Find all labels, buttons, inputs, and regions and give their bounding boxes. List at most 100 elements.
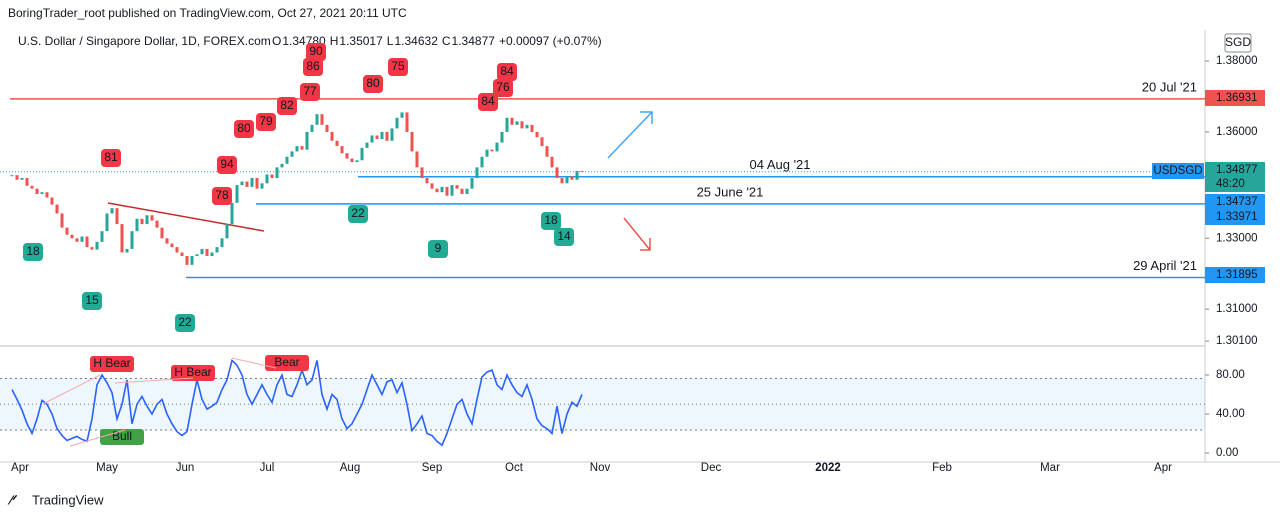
candle — [100, 231, 104, 242]
time-label: Aug — [340, 462, 360, 474]
last-symbol-box — [1152, 163, 1204, 179]
candle — [530, 124, 534, 132]
up-arrow — [607, 111, 653, 159]
red-tag-text: 90 — [309, 44, 323, 58]
red-tag-box — [300, 83, 320, 101]
ohlc-key: O — [272, 34, 281, 48]
osc-line — [11, 358, 583, 447]
green-tag-box — [541, 212, 561, 230]
candle — [180, 252, 184, 257]
level-price-box — [1205, 209, 1265, 225]
candle — [430, 183, 434, 189]
ohlc-value: 1.34632 — [394, 34, 438, 48]
candle — [415, 151, 419, 168]
red-tag-text: 84 — [500, 64, 514, 78]
red-tag-box — [101, 149, 121, 167]
candle — [120, 224, 124, 253]
red-tag-text: 75 — [391, 59, 405, 73]
green-tag-box — [82, 292, 102, 310]
candle — [45, 192, 49, 198]
red-tag-box — [478, 93, 498, 111]
red-tag-box — [277, 97, 297, 115]
green-tag-box — [175, 314, 195, 332]
red-tag-text: 76 — [496, 80, 510, 94]
candle — [35, 188, 39, 194]
candle — [210, 252, 214, 257]
candle — [580, 170, 584, 172]
currency-box[interactable] — [1224, 33, 1252, 53]
candle — [115, 208, 119, 225]
candle — [25, 178, 29, 186]
candle — [345, 153, 349, 159]
ohlc-key: C — [442, 34, 451, 48]
red-tag: 75 — [388, 58, 408, 76]
candle — [65, 227, 69, 235]
red-tag-box — [388, 58, 408, 76]
osc-tag-text: H Bear — [174, 365, 211, 379]
red-tag: 81 — [101, 149, 121, 167]
green-tag: 22 — [348, 205, 368, 223]
candle — [280, 163, 284, 168]
red-tag-text: 80 — [366, 76, 380, 90]
candle — [460, 188, 464, 194]
green-tag-text: 18 — [544, 213, 558, 227]
candle — [485, 149, 489, 157]
candle — [385, 131, 389, 141]
candle — [80, 236, 84, 242]
candle — [455, 185, 459, 189]
candle — [515, 121, 519, 125]
ohlc-value: 1.34877 — [452, 34, 496, 48]
candle — [175, 247, 179, 253]
candle — [315, 114, 319, 125]
time-label: Mar — [1040, 462, 1060, 474]
candle — [130, 231, 134, 249]
candle — [545, 146, 549, 157]
green-tag-box — [554, 228, 574, 246]
time-label: May — [96, 462, 118, 474]
candle — [350, 158, 354, 163]
green-tag-text: 22 — [178, 315, 192, 329]
candle — [550, 156, 554, 168]
candle — [490, 149, 494, 152]
candle — [395, 117, 399, 129]
candle — [125, 248, 129, 253]
candle — [60, 213, 64, 228]
price-tick-label: 1.38000 — [1216, 55, 1258, 67]
ohlc-key: H — [330, 34, 339, 48]
green-tag-text: 15 — [85, 293, 99, 307]
level-price: 1.34737 — [1216, 196, 1258, 208]
candle — [390, 128, 394, 141]
red-tag: 76 — [493, 79, 513, 97]
green-tag: 9 — [428, 240, 448, 258]
osc-tag-box — [265, 355, 309, 371]
currency[interactable]: SGD — [1225, 35, 1251, 49]
red-tag: 94 — [217, 156, 237, 174]
red-tag-text: 77 — [303, 84, 317, 98]
candle — [360, 147, 364, 161]
candle — [555, 167, 559, 179]
red-tag: 79 — [256, 113, 276, 131]
candle — [135, 218, 139, 232]
level-label: 25 June '21 — [697, 184, 764, 199]
down-arrow — [623, 217, 651, 251]
candle — [170, 243, 174, 248]
ohlc-key: L — [387, 34, 394, 48]
candle — [475, 167, 479, 179]
osc-tag-text: Bear — [274, 355, 299, 369]
candle — [325, 124, 329, 132]
candle — [465, 188, 469, 194]
green-tag-box — [348, 205, 368, 223]
last-price-box — [1205, 162, 1265, 192]
time-label: Jun — [176, 462, 195, 474]
time-label: Oct — [505, 462, 524, 474]
candle — [10, 175, 14, 177]
red-tag-text: 78 — [215, 188, 229, 202]
candle — [275, 167, 279, 179]
candle — [270, 174, 274, 179]
osc-tick-label: 0.00 — [1216, 447, 1238, 459]
last-symbol: USDSGD — [1153, 165, 1202, 177]
level-label: 04 Aug '21 — [749, 157, 810, 172]
osc-tag-box — [171, 365, 215, 381]
level-price: 1.36931 — [1216, 92, 1258, 104]
candle — [400, 112, 404, 118]
